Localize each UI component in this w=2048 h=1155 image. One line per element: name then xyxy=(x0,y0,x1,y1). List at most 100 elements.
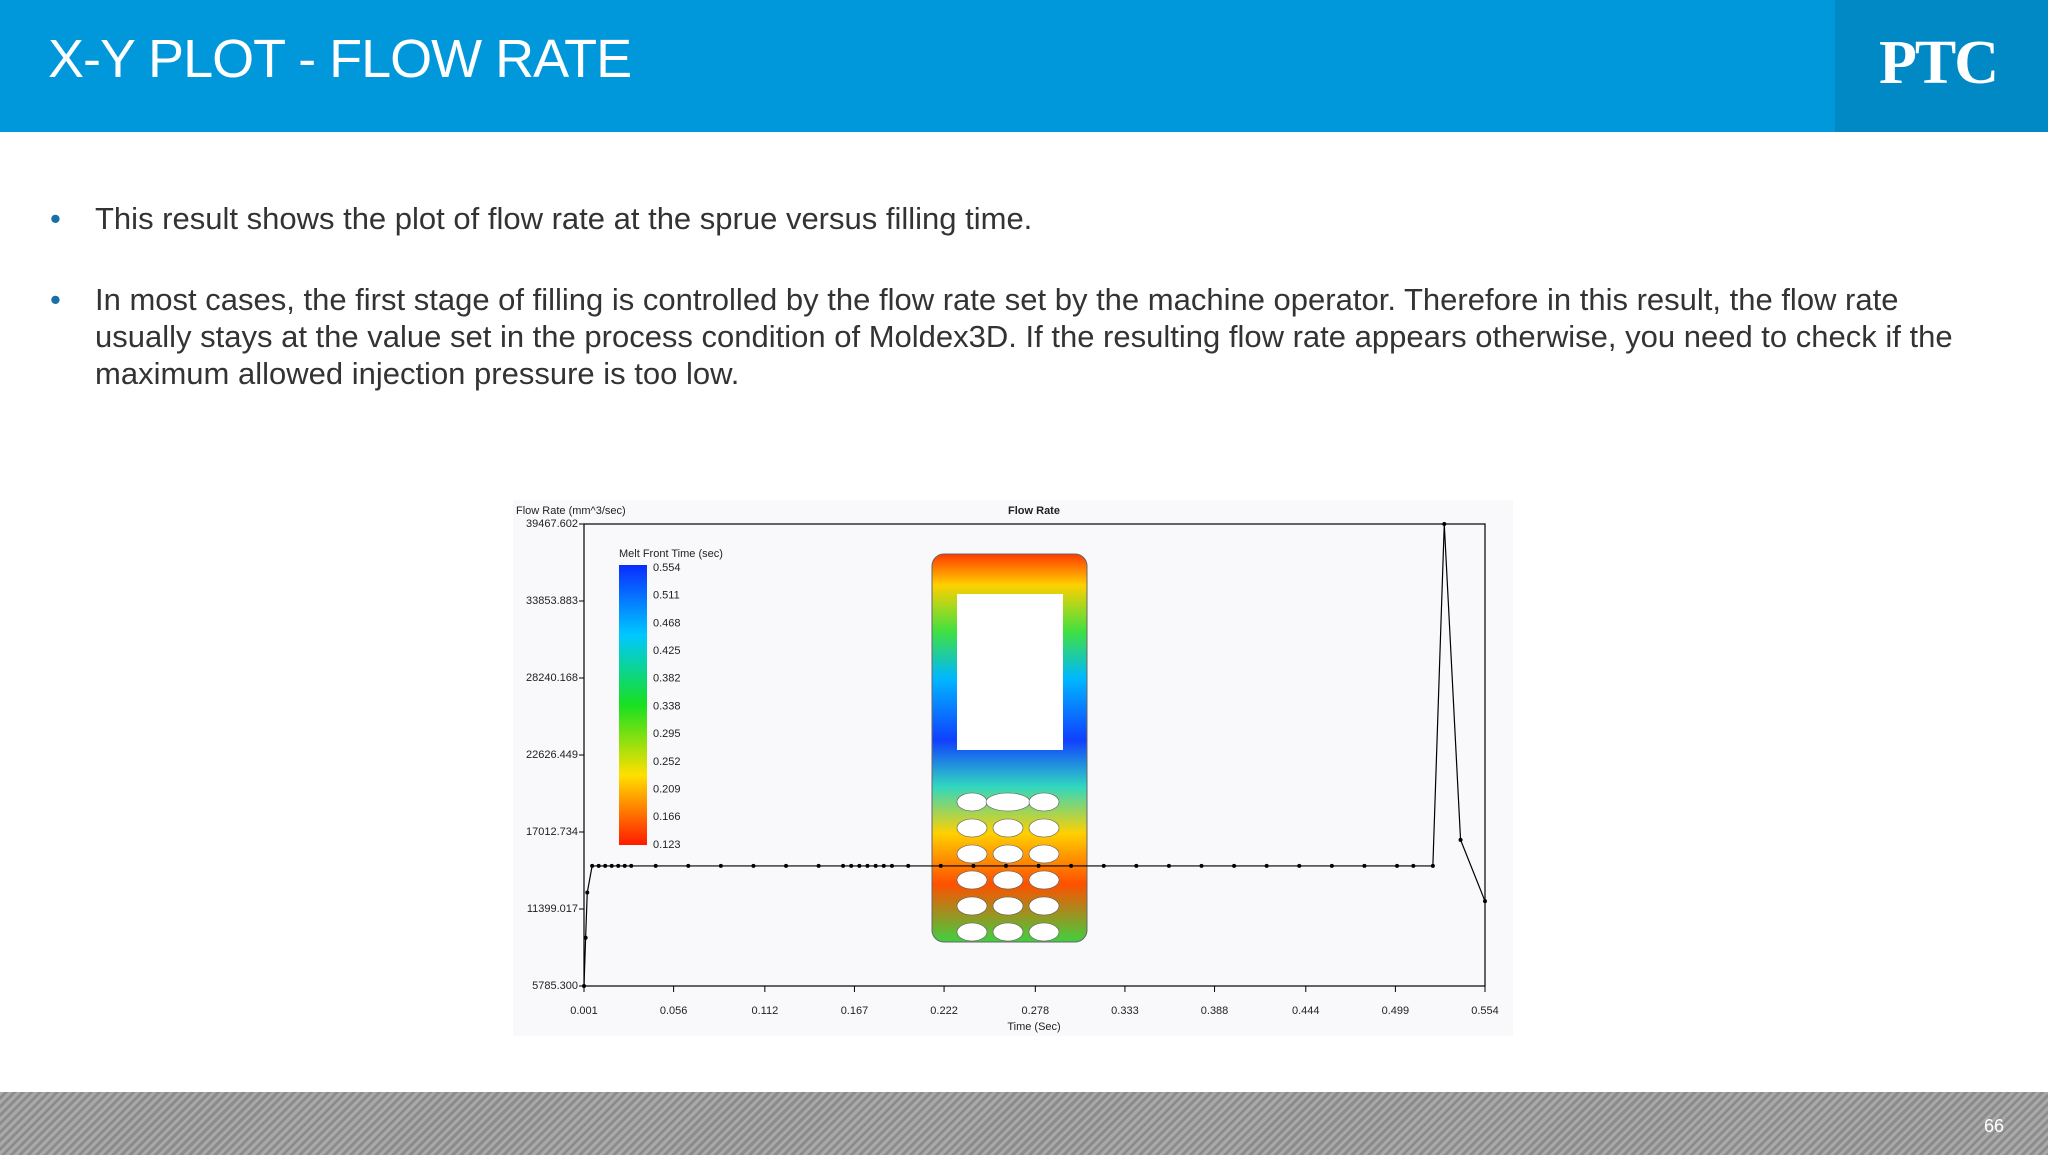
phone-key xyxy=(956,792,988,812)
logo-box: PTC xyxy=(1835,0,2048,132)
y-tick-label: 17012.734 xyxy=(526,826,578,838)
phone-key xyxy=(1028,818,1060,838)
phone-key xyxy=(1028,870,1060,890)
data-point xyxy=(1297,863,1302,868)
phone-key xyxy=(1028,792,1060,812)
chart-title: Flow Rate xyxy=(1008,505,1060,517)
x-tick-label: 0.278 xyxy=(1022,1005,1050,1017)
phone-key xyxy=(956,896,988,916)
x-tick-label: 0.444 xyxy=(1292,1005,1320,1017)
x-tick-label: 0.554 xyxy=(1471,1005,1499,1017)
logo: PTC xyxy=(1879,29,1999,97)
y-tick-label: 39467.602 xyxy=(526,518,578,530)
colorbar-label: 0.123 xyxy=(653,839,681,851)
x-tick-label: 0.001 xyxy=(570,1005,598,1017)
data-point xyxy=(857,863,862,868)
colorbar-label: 0.209 xyxy=(653,784,681,796)
data-point xyxy=(751,863,756,868)
data-point xyxy=(590,863,595,868)
data-point xyxy=(1430,863,1435,868)
data-point xyxy=(585,890,590,895)
data-point xyxy=(582,984,586,988)
data-point xyxy=(622,863,627,868)
data-point xyxy=(906,863,911,868)
data-point xyxy=(881,863,886,868)
data-point xyxy=(583,935,588,940)
phone-key xyxy=(992,844,1024,864)
data-point xyxy=(1411,863,1416,868)
chart: Flow Rate (mm^3/sec) Flow Rate Time (Sec… xyxy=(513,500,1513,1036)
phone-key xyxy=(992,870,1024,890)
data-point xyxy=(1395,863,1400,868)
colorbar-label: 0.338 xyxy=(653,700,681,712)
phone-screen xyxy=(957,594,1063,750)
colorbar-label: 0.511 xyxy=(653,590,680,602)
phone-key xyxy=(956,870,988,890)
footer: 66 xyxy=(0,1092,2048,1155)
data-point xyxy=(1199,863,1204,868)
phone-key xyxy=(992,896,1024,916)
data-point xyxy=(1483,899,1487,904)
data-point xyxy=(1134,863,1139,868)
page-number: 66 xyxy=(1983,1116,2004,1136)
colorbar-label: 0.468 xyxy=(653,617,681,629)
y-tick-label: 22626.449 xyxy=(526,749,578,761)
x-tick-label: 0.112 xyxy=(751,1005,778,1017)
colorbar xyxy=(619,565,647,845)
data-point xyxy=(1166,863,1171,868)
bullet: In most cases, the first stage of fillin… xyxy=(50,281,1995,392)
data-point xyxy=(849,863,854,868)
data-point xyxy=(865,863,870,868)
data-point xyxy=(1458,837,1463,842)
data-point xyxy=(603,863,608,868)
y-tick-label: 5785.300 xyxy=(532,980,578,992)
data-point xyxy=(1101,863,1106,868)
data-point xyxy=(1003,863,1008,868)
y-tick-label: 33853.883 xyxy=(526,595,578,607)
colorbar-label: 0.425 xyxy=(653,645,681,657)
data-point xyxy=(1036,863,1041,868)
colorbar-title: Melt Front Time (sec) xyxy=(619,548,723,560)
phone-model xyxy=(931,553,1088,943)
bullet: This result shows the plot of flow rate … xyxy=(50,200,1995,237)
data-point xyxy=(596,863,601,868)
data-point xyxy=(1264,863,1269,868)
phone-key xyxy=(1028,896,1060,916)
x-tick-label: 0.056 xyxy=(660,1005,688,1017)
data-point xyxy=(1442,522,1447,526)
data-point xyxy=(653,863,658,868)
colorbar-label: 0.554 xyxy=(653,562,681,574)
y-axis-label: Flow Rate (mm^3/sec) xyxy=(516,505,626,517)
x-axis-label: Time (Sec) xyxy=(1007,1021,1060,1033)
data-point xyxy=(784,863,789,868)
phone-key xyxy=(985,792,1031,812)
colorbar-label: 0.252 xyxy=(653,756,681,768)
data-point xyxy=(1069,863,1074,868)
bullet-list: This result shows the plot of flow rate … xyxy=(50,200,1995,436)
x-tick-label: 0.222 xyxy=(930,1005,958,1017)
phone-key xyxy=(992,922,1024,942)
data-point xyxy=(686,863,691,868)
data-point xyxy=(609,863,614,868)
data-point xyxy=(889,863,894,868)
data-point xyxy=(718,863,723,868)
colorbar-label: 0.166 xyxy=(653,811,681,823)
phone-key xyxy=(1028,844,1060,864)
data-point xyxy=(1329,863,1334,868)
data-point xyxy=(616,863,621,868)
x-tick-label: 0.167 xyxy=(841,1005,869,1017)
y-tick-label: 11399.017 xyxy=(527,903,578,915)
header: X-Y PLOT - FLOW RATE PTC xyxy=(0,0,2048,132)
data-point xyxy=(629,863,634,868)
phone-key xyxy=(1028,922,1060,942)
colorbar-label: 0.295 xyxy=(653,728,681,740)
x-tick-label: 0.388 xyxy=(1201,1005,1229,1017)
data-point xyxy=(816,863,821,868)
data-point xyxy=(841,863,846,868)
x-tick-label: 0.333 xyxy=(1111,1005,1139,1017)
phone-key xyxy=(992,818,1024,838)
colorbar-label: 0.382 xyxy=(653,673,681,685)
data-point xyxy=(873,863,878,868)
y-tick-label: 28240.168 xyxy=(526,672,578,684)
